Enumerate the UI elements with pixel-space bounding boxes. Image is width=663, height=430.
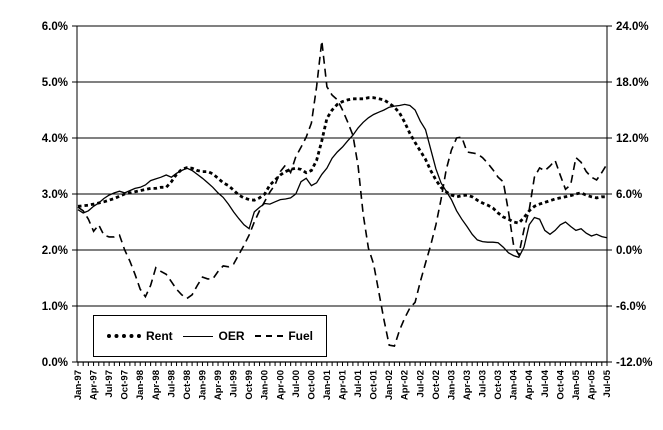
legend-label-oer: OER bbox=[218, 329, 245, 343]
x-axis-label: Jul-98 bbox=[166, 370, 177, 397]
x-axis-label: Jul-99 bbox=[229, 370, 240, 397]
left-axis-label: 6.0% bbox=[42, 21, 68, 33]
legend-entry-oer: OER bbox=[183, 329, 245, 343]
x-axis-label: Oct-02 bbox=[431, 370, 442, 400]
x-axis-label: Apr-97 bbox=[89, 370, 100, 400]
x-axis-label: Apr-98 bbox=[151, 370, 162, 400]
right-axis-label: -6.0% bbox=[616, 301, 646, 313]
legend-entry-rent: Rent bbox=[107, 330, 173, 342]
x-axis-label: Oct-03 bbox=[493, 370, 504, 400]
left-axis-label: 2.0% bbox=[42, 245, 68, 257]
x-axis-label: Jan-01 bbox=[322, 369, 333, 400]
left-axis-label: 1.0% bbox=[42, 301, 68, 313]
x-axis-label: Jul-05 bbox=[602, 369, 613, 397]
x-axis-label: Apr-02 bbox=[400, 370, 411, 400]
x-axis-label: Jan-00 bbox=[260, 370, 271, 400]
legend-label-fuel: Fuel bbox=[288, 329, 313, 343]
x-axis-label: Apr-05 bbox=[586, 369, 597, 400]
x-axis-label: Jul-04 bbox=[540, 369, 551, 397]
right-axis-label: -12.0% bbox=[616, 357, 652, 369]
left-axis-label: 5.0% bbox=[42, 77, 68, 89]
x-axis-label: Jan-03 bbox=[446, 370, 457, 400]
x-axis-label: Jan-98 bbox=[135, 370, 146, 400]
x-axis-label: Jan-02 bbox=[384, 370, 395, 400]
x-axis-label: Oct-99 bbox=[244, 370, 255, 400]
x-axis-label: Apr-00 bbox=[275, 370, 286, 400]
left-axis-label: 0.0% bbox=[42, 357, 68, 369]
legend-entry-fuel: Fuel bbox=[255, 330, 313, 342]
right-axis-label: 6.0% bbox=[616, 189, 642, 201]
left-axis-label: 3.0% bbox=[42, 189, 68, 201]
left-axis-label: 4.0% bbox=[42, 133, 68, 145]
oer-line-sample-icon bbox=[183, 335, 214, 337]
right-axis-label: 24.0% bbox=[616, 21, 649, 33]
fuel-series-line bbox=[77, 40, 608, 348]
x-axis-label: Oct-97 bbox=[120, 370, 131, 400]
x-axis-label: Jul-03 bbox=[478, 370, 489, 397]
x-axis-label: Jul-00 bbox=[291, 370, 302, 397]
x-axis-label: Oct-04 bbox=[555, 369, 566, 399]
right-axis-label: 0.0% bbox=[616, 245, 642, 257]
x-axis-label: Apr-01 bbox=[338, 369, 349, 400]
x-axis-label: Apr-99 bbox=[213, 370, 224, 400]
chart-legend: Rent OER Fuel bbox=[93, 315, 327, 357]
x-axis-label: Jan-05 bbox=[571, 369, 582, 400]
oer-series-line bbox=[77, 103, 608, 259]
x-axis-label: Jan-04 bbox=[509, 369, 520, 400]
x-axis-label: Jan-97 bbox=[73, 370, 84, 400]
rent-line-sample-icon bbox=[107, 334, 141, 338]
x-axis-label: Oct-00 bbox=[306, 370, 317, 400]
rent-series-line bbox=[77, 96, 607, 225]
fuel-line-sample-icon bbox=[255, 335, 284, 337]
x-axis-label: Jul-97 bbox=[104, 370, 115, 397]
x-axis-label: Apr-03 bbox=[462, 370, 473, 400]
x-axis-label: Jul-02 bbox=[415, 370, 426, 397]
legend-label-rent: Rent bbox=[146, 329, 173, 343]
x-axis-label: Oct-01 bbox=[369, 369, 380, 399]
x-axis-label: Jan-99 bbox=[197, 370, 208, 400]
x-axis-label: Apr-04 bbox=[524, 369, 535, 400]
x-axis-label: Jul-01 bbox=[353, 369, 364, 397]
right-axis-label: 12.0% bbox=[616, 133, 649, 145]
right-axis-label: 18.0% bbox=[616, 77, 649, 89]
x-axis-label: Oct-98 bbox=[182, 370, 193, 400]
